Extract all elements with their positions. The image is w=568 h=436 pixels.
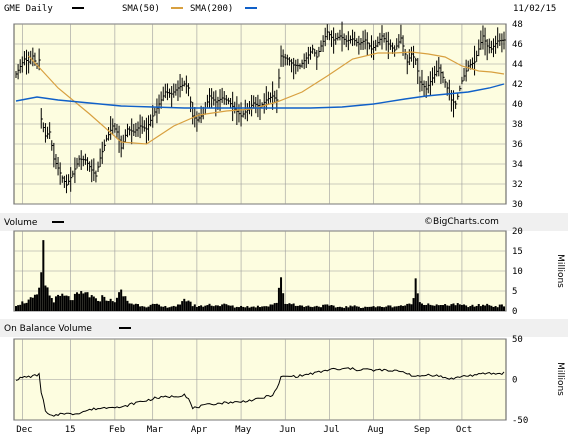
volume-tick-label: 0 — [512, 307, 517, 317]
obv-panel-title: On Balance Volume — [4, 324, 92, 334]
obv-y-axis: -50 0 50 — [512, 335, 528, 426]
price-tick-label: 44 — [512, 60, 523, 70]
x-tick-label: May — [235, 425, 252, 435]
sma200-line — [15, 83, 505, 109]
sma50-legend-label: SMA(50) — [122, 4, 160, 14]
volume-title-bar — [0, 213, 568, 231]
ticker-label: GME Daily — [4, 4, 53, 14]
price-tick-label: 38 — [512, 120, 523, 130]
price-tick-label: 34 — [512, 160, 523, 170]
obv-title-bar — [0, 319, 568, 337]
x-tick-label: Mar — [147, 425, 164, 435]
x-tick-label: Oct — [456, 425, 472, 435]
x-tick-label: 15 — [65, 425, 76, 435]
obv-line — [15, 367, 505, 417]
x-tick-label: Apr — [191, 425, 208, 435]
sma200-legend-label: SMA(200) — [190, 4, 233, 14]
price-tick-label: 32 — [512, 180, 523, 190]
x-tick-label: Feb — [109, 425, 125, 435]
volume-unit-label: Millions — [555, 254, 565, 288]
obv-unit-label: Millions — [555, 362, 565, 396]
obv-grid — [14, 338, 506, 421]
obv-tick-label: 0 — [512, 376, 517, 386]
price-tick-label: 46 — [512, 40, 523, 50]
obv-tick-label: -50 — [512, 416, 528, 426]
price-tick-label: 42 — [512, 80, 523, 90]
price-tick-label: 36 — [512, 140, 523, 150]
volume-tick-label: 15 — [512, 247, 523, 257]
price-y-axis: 30 32 34 36 38 40 42 44 46 48 — [512, 20, 523, 210]
obv-series — [15, 367, 505, 417]
price-series — [15, 21, 506, 194]
chart-date: 11/02/15 — [513, 4, 556, 14]
price-tick-label: 30 — [512, 200, 523, 210]
obv-tick-label: 50 — [512, 335, 523, 345]
x-tick-label: Sep — [414, 425, 430, 435]
x-tick-label: Jun — [279, 425, 295, 435]
volume-panel-title: Volume — [4, 218, 38, 228]
chart-header: GME Daily SMA(50) SMA(200) 11/02/15 — [4, 4, 556, 14]
x-tick-label: Dec — [16, 425, 32, 435]
volume-tick-label: 20 — [512, 227, 523, 237]
price-tick-label: 40 — [512, 100, 523, 110]
x-tick-label: Jul — [323, 425, 339, 435]
volume-bars — [15, 240, 505, 311]
price-tick-label: 48 — [512, 20, 523, 30]
volume-y-axis: 0 5 10 15 20 — [512, 227, 523, 317]
volume-tick-label: 10 — [512, 267, 523, 277]
x-tick-label: Aug — [368, 425, 384, 435]
volume-grid — [14, 230, 506, 312]
volume-tick-label: 5 — [512, 287, 517, 297]
sma50-line — [28, 51, 505, 145]
bigcharts-watermark: ©BigCharts.com — [424, 217, 499, 227]
x-axis: Dec 15 Feb Mar Apr May Jun Jul Aug Sep Oct — [16, 425, 472, 435]
